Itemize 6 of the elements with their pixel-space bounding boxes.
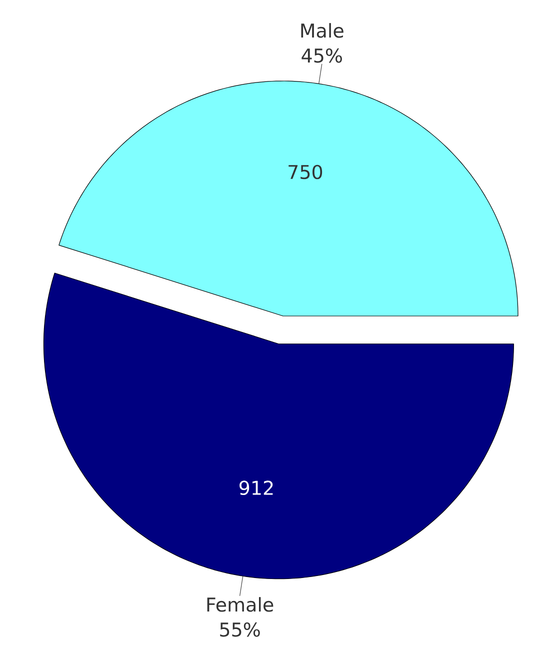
slice-label: Male <box>301 23 344 38</box>
slice-label: Female <box>207 597 274 612</box>
data-label: 750 <box>288 164 322 180</box>
text: 45% <box>302 48 342 63</box>
data-label: 912 <box>240 480 273 496</box>
text: 55% <box>220 622 260 637</box>
